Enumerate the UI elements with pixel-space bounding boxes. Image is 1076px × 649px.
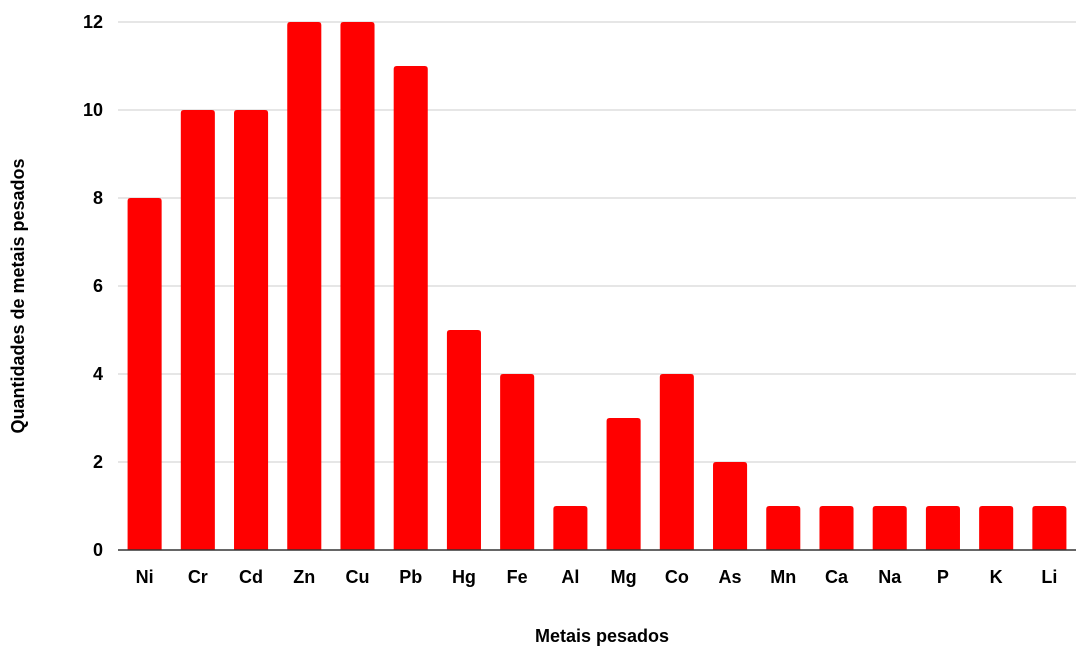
y-tick-label: 4 xyxy=(93,364,103,384)
bar-pb xyxy=(393,66,428,550)
x-tick-label: As xyxy=(719,567,742,587)
x-axis-ticks: Ni Cr Cd Zn Cu Pb Hg Fe Al Mg Co As Mn Ca Na P K Li xyxy=(136,567,1058,587)
x-axis-title: Metais pesados xyxy=(535,626,669,646)
bar-co xyxy=(659,374,694,550)
y-tick-label: 8 xyxy=(93,188,103,208)
bar-al xyxy=(553,506,588,550)
x-tick-label: Cu xyxy=(346,567,370,587)
y-tick-label: 6 xyxy=(93,276,103,296)
bar-zn xyxy=(287,22,322,550)
x-tick-label: Co xyxy=(665,567,689,587)
bar-ni xyxy=(127,198,162,550)
bar-as xyxy=(713,462,748,550)
y-tick-label: 0 xyxy=(93,540,103,560)
x-tick-label: Cd xyxy=(239,567,263,587)
bar-cu xyxy=(340,22,375,550)
x-tick-label: Mn xyxy=(770,567,796,587)
x-tick-label: P xyxy=(937,567,949,587)
x-tick-label: Cr xyxy=(188,567,208,587)
y-tick-label: 12 xyxy=(83,12,103,32)
x-tick-label: Pb xyxy=(399,567,422,587)
x-tick-label: Hg xyxy=(452,567,476,587)
x-tick-label: Ni xyxy=(136,567,154,587)
bar-mn xyxy=(766,506,801,550)
bar-cr xyxy=(180,110,215,550)
bar-mg xyxy=(606,418,641,550)
x-tick-label: Mg xyxy=(611,567,637,587)
y-tick-label: 10 xyxy=(83,100,103,120)
gridlines xyxy=(118,21,1076,463)
x-tick-label: Li xyxy=(1041,567,1057,587)
bar-fe xyxy=(500,374,535,550)
bar-k xyxy=(979,506,1014,550)
bars xyxy=(127,22,1067,550)
x-tick-label: Ca xyxy=(825,567,849,587)
y-tick-label: 2 xyxy=(93,452,103,472)
x-tick-label: Fe xyxy=(507,567,528,587)
bar-na xyxy=(872,506,907,550)
bar-ca xyxy=(819,506,854,550)
bar-p xyxy=(925,506,960,550)
bar-li xyxy=(1032,506,1067,550)
x-tick-label: K xyxy=(990,567,1003,587)
x-tick-label: Al xyxy=(561,567,579,587)
y-axis-title: Quantidades de metais pesados xyxy=(8,158,28,433)
x-tick-label: Zn xyxy=(293,567,315,587)
y-axis-ticks: 0 2 4 6 8 10 12 xyxy=(83,12,103,560)
x-tick-label: Na xyxy=(878,567,902,587)
bar-cd xyxy=(234,110,269,550)
bar-hg xyxy=(446,330,481,550)
